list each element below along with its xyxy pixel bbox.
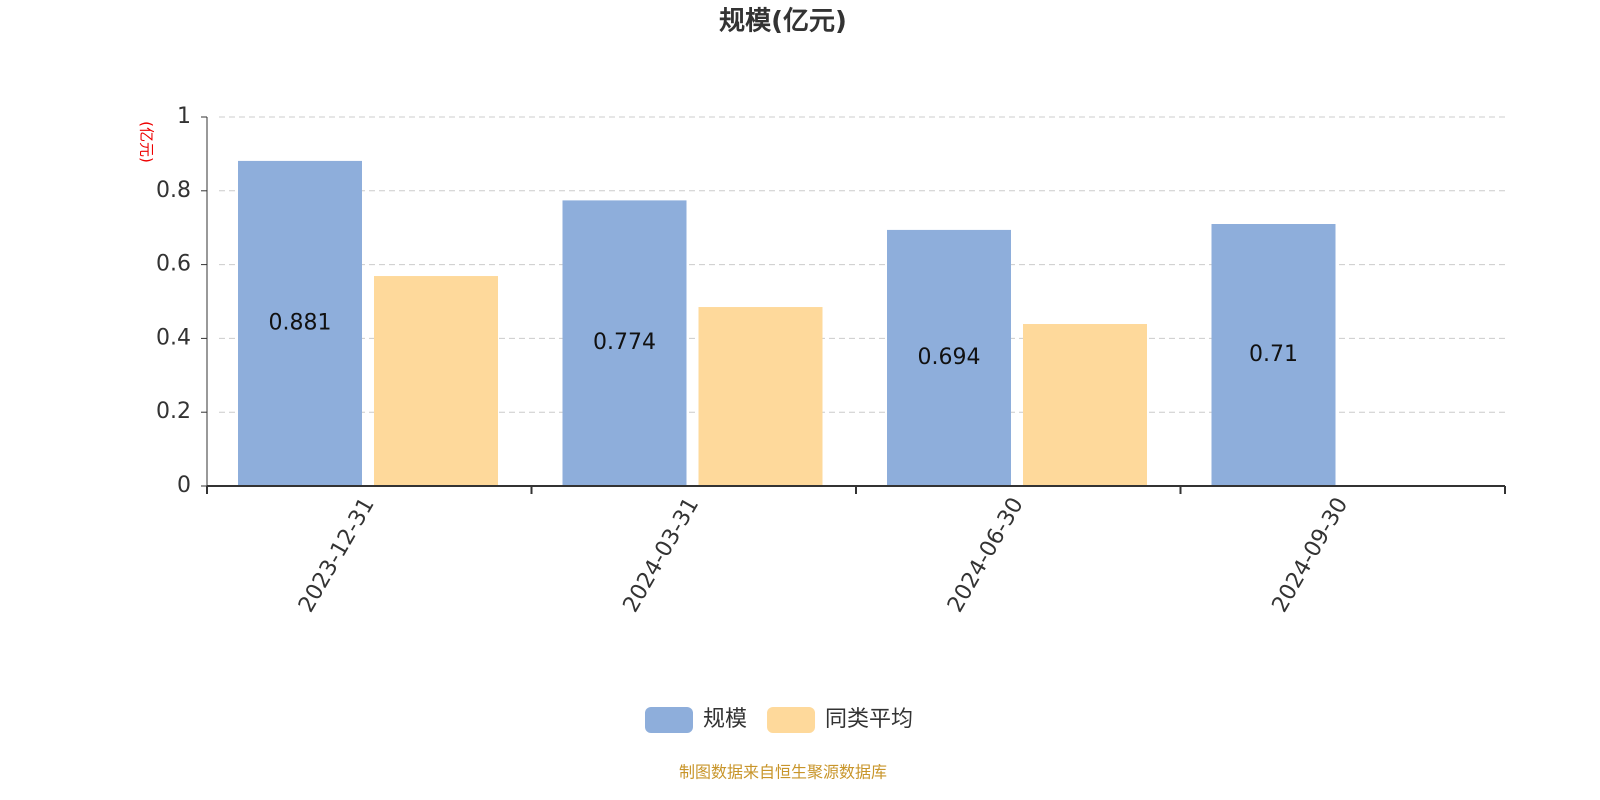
y-tick-label: 0.4 [156, 325, 191, 350]
data-label: 0.71 [1249, 342, 1298, 367]
bar [1211, 224, 1336, 486]
data-label: 0.774 [593, 330, 656, 355]
y-tick-label: 0.2 [156, 399, 191, 424]
bar [1023, 324, 1147, 486]
legend-label: 同类平均 [825, 707, 913, 732]
legend-label: 规模 [703, 707, 747, 732]
data-label: 0.881 [269, 310, 332, 335]
bar [887, 229, 1011, 486]
x-tick-label: 2023-12-31 [294, 494, 380, 617]
source-note: 制图数据来自恒生聚源数据库 [679, 763, 887, 782]
y-tick-label: 0.8 [156, 178, 191, 203]
y-tick-label: 0 [177, 473, 191, 498]
bar [562, 200, 687, 487]
legend-swatch [767, 707, 816, 733]
bar [374, 276, 498, 486]
y-tick-label: 1 [177, 104, 191, 129]
y-tick-label: 0.6 [156, 252, 191, 277]
y-unit: (亿元) [138, 121, 156, 163]
bar [698, 307, 823, 486]
data-label: 0.694 [918, 345, 981, 370]
x-tick-label: 2024-03-31 [619, 494, 705, 617]
bar [238, 160, 362, 486]
chart-title: 规模(亿元) [719, 7, 847, 37]
x-tick-label: 2024-09-30 [1268, 494, 1354, 617]
x-tick-label: 2024-06-30 [943, 494, 1029, 617]
legend-swatch [645, 707, 693, 733]
